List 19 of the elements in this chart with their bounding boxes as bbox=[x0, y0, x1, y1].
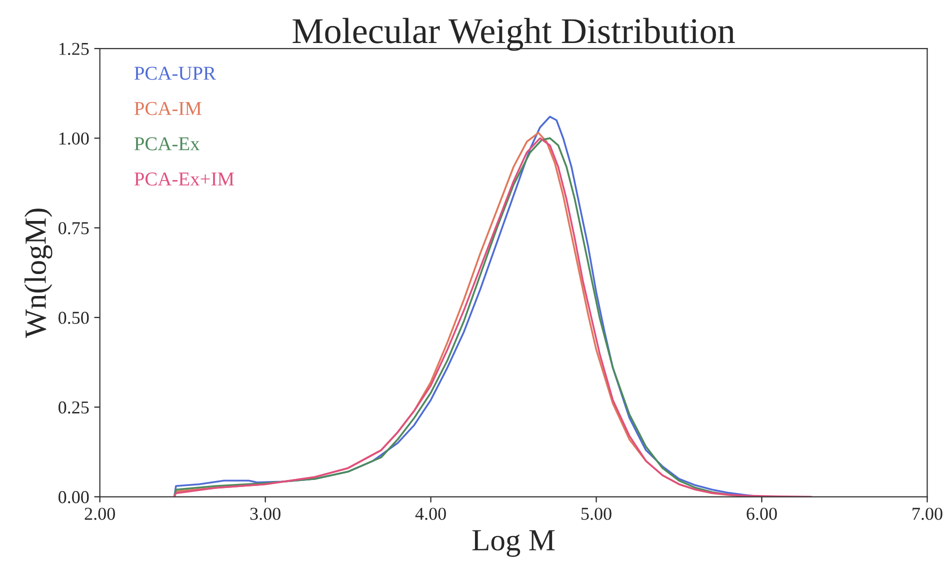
x-tick-label: 5.00 bbox=[582, 508, 612, 520]
text: PCA-UPR bbox=[134, 66, 216, 80]
y-tick-label: 1.25 bbox=[59, 42, 89, 56]
x-tick-label: 6.00 bbox=[746, 508, 777, 520]
y-tick-label: 0.50 bbox=[58, 312, 89, 324]
x-tick-label: 4.00 bbox=[415, 508, 446, 520]
y-tick-label: 1.00 bbox=[59, 132, 89, 145]
x-tick-label: 2.00 bbox=[84, 508, 115, 520]
x-tick-label: 3.00 bbox=[250, 508, 280, 520]
text: PCA-IM bbox=[134, 102, 202, 116]
text: PCA-Ex bbox=[134, 137, 200, 150]
y-tick-label: 0.00 bbox=[58, 491, 89, 504]
y-axis-title: Wn(logM) bbox=[24, 208, 52, 338]
chart-title: Molecular Weight Distribution bbox=[292, 18, 735, 51]
y-tick-label: 0.75 bbox=[58, 222, 89, 234]
x-axis-title: Log M bbox=[472, 530, 555, 557]
x-tick-label: 7.00 bbox=[912, 508, 942, 520]
text: PCA-Ex+IM bbox=[134, 172, 234, 186]
y-tick-label: 0.25 bbox=[58, 401, 89, 414]
